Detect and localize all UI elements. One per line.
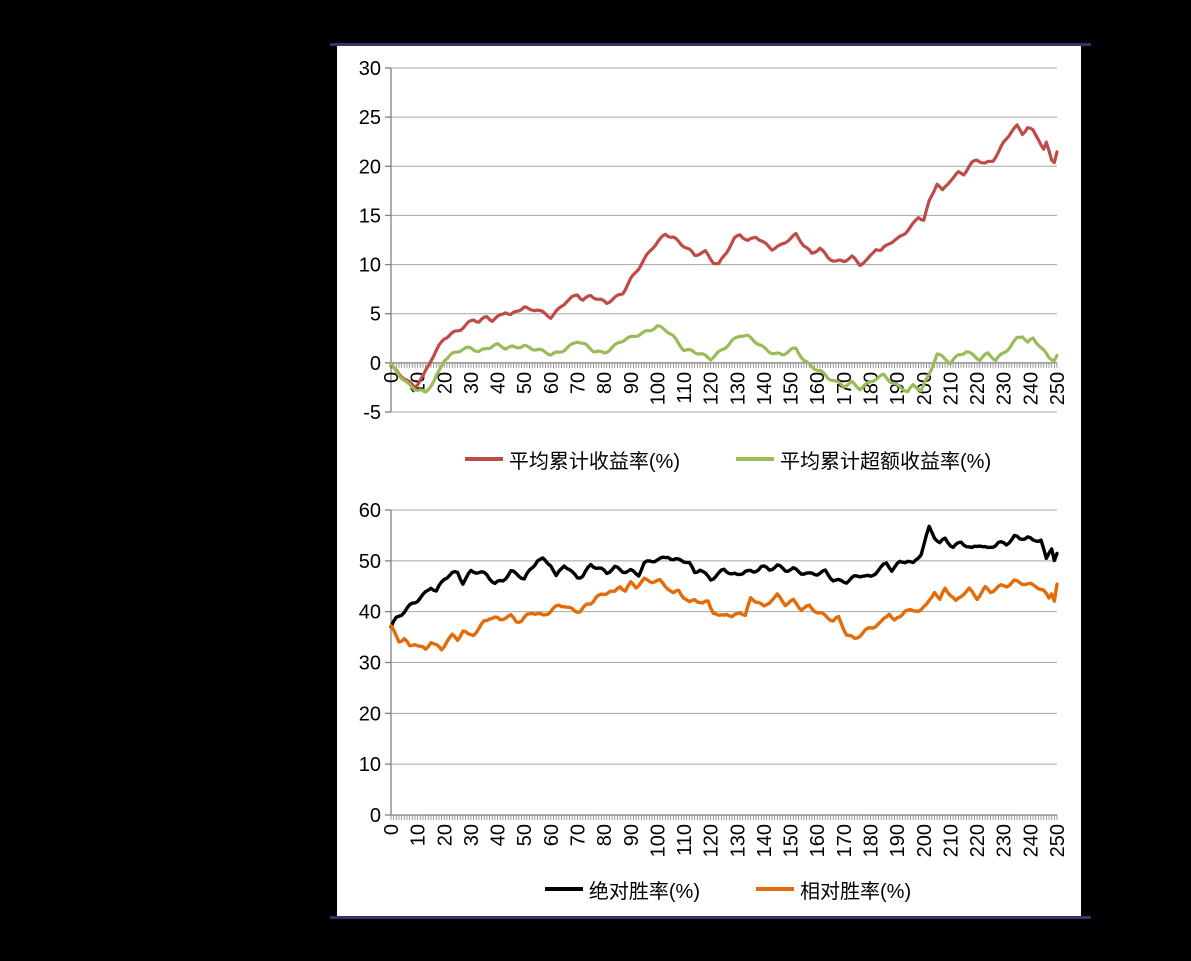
- x-axis-label: 60: [541, 824, 563, 846]
- y-axis-label: 0: [370, 353, 381, 375]
- x-axis-label: 90: [621, 824, 643, 846]
- x-axis-label: 190: [887, 824, 909, 857]
- x-axis-label: 230: [994, 372, 1016, 405]
- absolute-win-rate-line-swatch: [544, 887, 583, 891]
- x-axis-label: 150: [781, 824, 803, 857]
- x-axis-label: 220: [967, 372, 989, 405]
- y-axis-label: 10: [359, 255, 381, 277]
- legend-item-absolute-win-rate: 绝对胜率(%): [544, 875, 700, 904]
- x-axis-minor-ticks: [390, 362, 1058, 368]
- x-axis-label: 210: [940, 372, 962, 405]
- x-axis-label: 70: [567, 372, 589, 394]
- x-axis-label: 20: [434, 824, 456, 846]
- x-axis-label: 160: [807, 372, 829, 405]
- legend-item-avg-cumulative-return: 平均累计收益率(%): [464, 445, 680, 474]
- bottom-border-line: [330, 916, 1091, 919]
- x-axis-label: 130: [727, 824, 749, 857]
- series-line-1-1: [389, 576, 1059, 652]
- x-axis-labels: 0 10 20 30 40 50 60 70 80 90 100 110 120 130 140 150 160…: [381, 372, 1069, 405]
- y-axis-label: 20: [359, 703, 381, 725]
- relative-win-rate-label: 相对胜率(%): [800, 880, 912, 903]
- y-axis-label: 0: [370, 805, 381, 827]
- x-axis-label: 120: [701, 824, 723, 857]
- avg-cumulative-excess-return-line-swatch: [736, 457, 774, 461]
- y-axis-label: 25: [359, 107, 381, 129]
- x-axis-label: 240: [1020, 372, 1042, 405]
- x-axis-label: 70: [567, 824, 589, 846]
- x-axis-label: 130: [727, 372, 749, 405]
- x-axis-label: 30: [461, 372, 483, 394]
- x-axis-label: 100: [647, 824, 669, 857]
- series-line-0-1: [389, 324, 1059, 394]
- x-axis-label: 140: [754, 824, 776, 857]
- top-border-line: [330, 43, 1091, 46]
- y-axis-label: 60: [359, 500, 381, 522]
- series-line-1-0: [389, 524, 1059, 629]
- y-axis-labels: 60 50 40 30 20 10 0: [359, 500, 381, 827]
- win-rate-legend: 绝对胜率(%) 相对胜率(%): [363, 874, 1093, 904]
- x-axis-label: 40: [488, 372, 510, 394]
- x-axis-label: 50: [514, 372, 536, 394]
- x-axis-label: 50: [514, 824, 536, 846]
- avg-cumulative-excess-return-label: 平均累计超额收益率(%): [780, 450, 992, 473]
- x-axis-label: 180: [861, 824, 883, 857]
- x-axis-label: 10: [408, 824, 430, 846]
- y-axis-label: 30: [359, 652, 381, 674]
- x-axis-label: 250: [1047, 372, 1069, 405]
- x-axis-label: 240: [1020, 824, 1042, 857]
- x-axis-label: 140: [754, 372, 776, 405]
- x-axis-label: 230: [994, 824, 1016, 857]
- x-axis-label: 0: [381, 372, 403, 383]
- x-axis-label: 220: [967, 824, 989, 857]
- x-axis-label: 200: [914, 824, 936, 857]
- x-axis-label: 90: [621, 372, 643, 394]
- y-axis-labels: 30 25 20 15 10 5 0 -5: [359, 58, 381, 424]
- y-axis-label: 20: [359, 156, 381, 178]
- legend-item-avg-cumulative-excess-return: 平均累计超额收益率(%): [736, 445, 991, 474]
- x-axis-label: 60: [541, 372, 563, 394]
- x-axis-label: 170: [834, 824, 856, 857]
- gridlines: [385, 67, 1057, 413]
- y-axis-label: 5: [370, 304, 381, 326]
- x-axis-label: 190: [887, 372, 909, 405]
- x-axis-label: 150: [781, 372, 803, 405]
- x-axis-label: 0: [381, 824, 403, 835]
- x-axis-label: 120: [701, 372, 723, 405]
- x-axis-minor-ticks: [390, 815, 1058, 820]
- y-axis-label: 10: [359, 754, 381, 776]
- x-axis-label: 110: [674, 824, 696, 856]
- x-axis-label: 80: [594, 372, 616, 394]
- cumulative-return-legend: 平均累计收益率(%) 平均累计超额收益率(%): [363, 444, 1093, 474]
- absolute-win-rate-label: 绝对胜率(%): [588, 880, 700, 903]
- y-axis-label: 50: [359, 551, 381, 573]
- relative-win-rate-line-swatch: [756, 887, 794, 891]
- y-axis-label: 40: [359, 602, 381, 624]
- x-axis-label: 210: [940, 824, 962, 857]
- avg-cumulative-return-line-swatch: [464, 457, 503, 461]
- x-axis-label: 160: [807, 824, 829, 857]
- y-axis-label: 15: [359, 205, 381, 227]
- x-axis-label: 80: [594, 824, 616, 846]
- y-axis-label: -5: [363, 402, 381, 424]
- x-axis-label: 110: [674, 372, 696, 404]
- x-axis-label: 200: [914, 372, 936, 405]
- series-line-0-0: [389, 123, 1059, 390]
- legend-item-relative-win-rate: 相对胜率(%): [756, 875, 911, 904]
- x-axis-label: 170: [834, 372, 856, 405]
- x-axis-labels: 0 10 20 30 40 50 60 70 80 90 100 110 120 130 140 150 160…: [381, 824, 1069, 857]
- y-axis-label: 30: [359, 58, 381, 80]
- x-axis-label: 40: [488, 824, 510, 846]
- avg-cumulative-return-label: 平均累计收益率(%): [508, 450, 680, 473]
- report-panel: 30 25 20 15 10 5 0 -5 0 10 20 30 40 50 60 70 80 90 100 110 1…: [337, 46, 1081, 917]
- x-axis-label: 100: [647, 372, 669, 405]
- x-axis-label: 250: [1047, 824, 1069, 857]
- x-axis-label: 30: [461, 824, 483, 846]
- gridlines: [385, 509, 1057, 816]
- x-axis-label: 20: [434, 372, 456, 394]
